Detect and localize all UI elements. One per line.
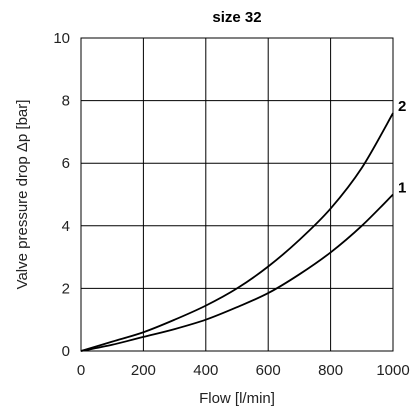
- y-axis-ticks: 0 2 4 6 8 10: [53, 30, 70, 360]
- x-tick-label: 400: [193, 362, 218, 379]
- x-tick-label: 800: [318, 362, 343, 379]
- x-tick-label: 0: [77, 362, 85, 379]
- series-label-2: 2: [398, 98, 406, 115]
- x-axis-label: Flow [l/min]: [199, 390, 275, 407]
- series-label-1: 1: [398, 180, 406, 197]
- y-axis-label: Valve pressure drop Δp [bar]: [14, 100, 31, 290]
- y-tick-label: 4: [62, 218, 70, 235]
- y-tick-label: 2: [62, 280, 70, 297]
- x-tick-label: 1000: [376, 362, 409, 379]
- grid: [80, 37, 394, 352]
- x-tick-label: 200: [131, 362, 156, 379]
- plot-frame: [80, 37, 394, 352]
- chart-title: size 32: [212, 9, 261, 26]
- y-tick-label: 6: [62, 155, 70, 172]
- x-tick-label: 600: [256, 362, 281, 379]
- x-axis-ticks: 0 200 400 600 800 1000: [77, 362, 410, 379]
- series-labels: 12: [398, 98, 406, 196]
- series-line-1: [80, 193, 394, 352]
- y-tick-label: 8: [62, 93, 70, 110]
- y-tick-label: 0: [62, 343, 70, 360]
- y-tick-label: 10: [53, 30, 70, 47]
- series-line-2: [80, 112, 394, 352]
- series-lines: [80, 112, 394, 352]
